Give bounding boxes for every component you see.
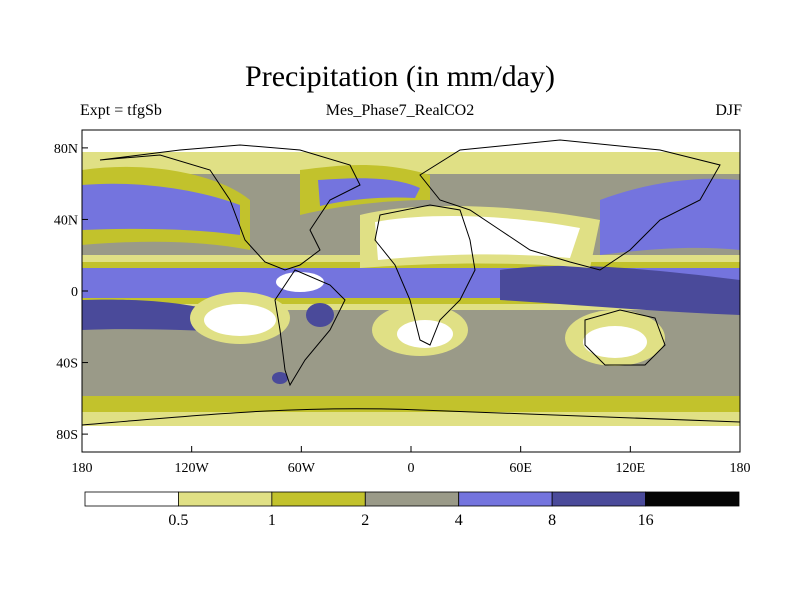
precip-west-pacific [600, 178, 740, 255]
south-america-coast [274, 269, 346, 387]
coastlines [82, 139, 740, 426]
colorbar-box-4 [458, 491, 553, 507]
colorbar-box-1 [178, 491, 273, 507]
colorbar-box-6 [645, 491, 740, 507]
australia-coast [584, 309, 666, 366]
lat-tick-label-4: 80S [56, 428, 78, 443]
lat-tick-label-0: 80N [54, 142, 78, 157]
lon-tick-label-6: 180 [730, 461, 751, 476]
longitude-axis: 180 120W 60W 0 60E 120E 180 [72, 446, 751, 476]
precip-patagonia-wet [272, 372, 288, 384]
lat-tick-label-3: 40S [56, 357, 78, 372]
lon-tick-label-2: 60W [288, 461, 316, 476]
latitude-axis: 80N 40N 0 40S 80S [54, 142, 88, 443]
colorbar-box-5 [551, 491, 646, 507]
lon-tick-label-5: 120E [616, 461, 646, 476]
africa-coast [374, 204, 476, 346]
lon-tick-label-0: 180 [72, 461, 93, 476]
run-name: Mes_Phase7_RealCO2 [325, 102, 475, 119]
lon-tick-label-4: 60E [509, 461, 532, 476]
precip-australia-dry [583, 326, 647, 358]
colorbar-label-1: 1 [268, 512, 276, 529]
experiment-label: Expt = tfgSb [80, 102, 162, 119]
lat-tick-label-2: 0 [71, 285, 78, 300]
precip-north-pacific-core [82, 183, 240, 235]
precip-se-atlantic-dry [397, 320, 453, 348]
lon-tick-label-1: 120W [175, 461, 210, 476]
lat-tick-label-1: 40N [54, 213, 78, 228]
eurasia-coast [419, 139, 721, 271]
precip-se-pacific-dry [204, 304, 276, 336]
colorbar-label-5: 16 [638, 512, 654, 529]
season-label: DJF [715, 102, 742, 119]
colorbar: 0.5 1 2 4 8 16 [84, 491, 740, 529]
precip-arctic-cap [82, 130, 740, 152]
precip-amazon-wet [306, 303, 334, 327]
north-america-coast [99, 144, 361, 271]
colorbar-label-2: 2 [361, 512, 369, 529]
precip-maritime-continent [500, 265, 740, 315]
precip-north-atlantic-core [318, 178, 420, 206]
colorbar-label-0: 0.5 [168, 512, 188, 529]
precip-field [82, 130, 740, 452]
map-title: Precipitation (in mm/day) [245, 60, 555, 93]
colorbar-box-0 [84, 491, 179, 507]
colorbar-box-3 [364, 491, 460, 507]
antarctica-coast [82, 408, 740, 426]
colorbar-label-4: 8 [548, 512, 556, 529]
lon-tick-label-3: 0 [408, 461, 415, 476]
precip-caribbean-dry [276, 272, 324, 292]
colorbar-label-3: 4 [455, 512, 463, 529]
colorbar-box-2 [271, 491, 366, 507]
precip-antarctic-margin [82, 412, 740, 428]
